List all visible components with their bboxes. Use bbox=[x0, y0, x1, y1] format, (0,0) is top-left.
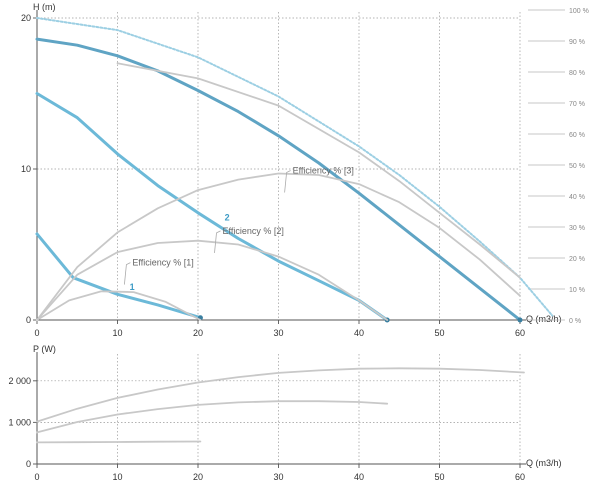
pump-curve-max-line bbox=[36, 17, 554, 317]
x-axis-label: Q (m3/h) bbox=[526, 458, 562, 468]
efficiency-axis-label: 70 % bbox=[569, 101, 585, 108]
x-tick-label: 40 bbox=[354, 328, 364, 338]
efficiency-axis-label: 60 % bbox=[569, 132, 585, 139]
efficiency-axis-label: 10 % bbox=[569, 287, 585, 294]
x-tick-label: 0 bbox=[34, 472, 39, 482]
efficiency-axis-label: 100 % bbox=[569, 8, 589, 15]
y-axis-label: P (W) bbox=[33, 344, 56, 354]
curve-number-label: 2 bbox=[225, 212, 230, 222]
x-tick-label: 20 bbox=[193, 328, 203, 338]
pump-curve-line bbox=[35, 37, 522, 322]
efficiency-label: Efficiency % [3] bbox=[293, 166, 354, 176]
y-tick-label: 10 bbox=[21, 164, 31, 174]
efficiency-line bbox=[36, 239, 389, 321]
efficiency-axis-label: 50 % bbox=[569, 163, 585, 170]
efficiency-line bbox=[36, 172, 521, 321]
efficiency-label-leader bbox=[214, 230, 221, 253]
x-tick-label: 50 bbox=[434, 472, 444, 482]
power-curve-chart: 0 10 20 30 40 50 60 0 1 000 2 000 P (W) Q (m3/h) bbox=[8, 344, 561, 482]
y-tick-label: 2 000 bbox=[8, 376, 31, 386]
x-tick-label: 10 bbox=[112, 328, 122, 338]
y-tick-label: 0 bbox=[26, 459, 31, 469]
efficiency-axis-label: 30 % bbox=[569, 225, 585, 232]
efficiency-axis-label: 0 % bbox=[569, 318, 581, 325]
x-tick-label: 20 bbox=[193, 472, 203, 482]
x-tick-label: 60 bbox=[515, 472, 525, 482]
efficiency-line bbox=[116, 62, 521, 279]
y-tick-label: 0 bbox=[26, 315, 31, 325]
x-tick-label: 60 bbox=[515, 328, 525, 338]
x-tick-label: 30 bbox=[273, 328, 283, 338]
efficiency-line bbox=[36, 290, 202, 321]
efficiency-label-leader bbox=[124, 262, 131, 285]
efficiency-label: Efficiency % [1] bbox=[132, 258, 193, 268]
y-tick-label: 20 bbox=[21, 13, 31, 23]
x-tick-label: 30 bbox=[273, 472, 283, 482]
x-tick-label: 0 bbox=[34, 328, 39, 338]
x-tick-label: 10 bbox=[112, 472, 122, 482]
pump-curve-line bbox=[35, 232, 202, 320]
y-tick-label: 1 000 bbox=[8, 417, 31, 427]
x-axis-label: Q (m3/h) bbox=[526, 314, 562, 324]
efficiency-axis-label: 40 % bbox=[569, 194, 585, 201]
efficiency-axis-label: 80 % bbox=[569, 70, 585, 77]
curve-number-label: 1 bbox=[130, 282, 135, 292]
y-axis-label: H (m) bbox=[33, 2, 56, 12]
efficiency-label-leader bbox=[284, 170, 291, 193]
x-tick-label: 50 bbox=[434, 328, 444, 338]
efficiency-axis-label: 20 % bbox=[569, 256, 585, 263]
power-line bbox=[36, 440, 202, 444]
x-tick-label: 40 bbox=[354, 472, 364, 482]
efficiency-label: Efficiency % [2] bbox=[223, 226, 284, 236]
power-line bbox=[36, 400, 389, 434]
efficiency-axis-label: 90 % bbox=[569, 39, 585, 46]
curve-end-marker bbox=[517, 317, 523, 323]
pump-curve-line bbox=[35, 92, 389, 322]
power-line bbox=[36, 367, 525, 423]
